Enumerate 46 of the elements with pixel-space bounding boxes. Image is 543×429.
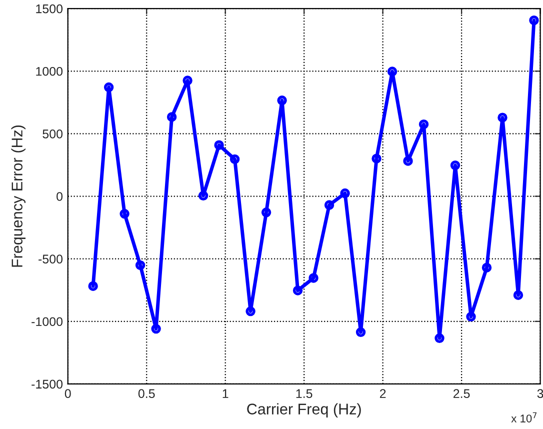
point — [292, 286, 303, 296]
point — [403, 156, 413, 166]
x-tick-label: 3 — [537, 389, 543, 398]
point — [151, 324, 161, 334]
point — [434, 333, 444, 344]
point — [230, 154, 240, 164]
point — [498, 112, 508, 122]
y-tick-label: 1000 — [36, 66, 63, 76]
point — [104, 82, 114, 92]
y-tick-label: -1000 — [32, 317, 63, 326]
point — [214, 140, 224, 150]
x-tick-label: 1 — [222, 389, 228, 398]
point — [372, 154, 382, 164]
x-tick-label: 2.5 — [453, 389, 470, 398]
y-tick-label: -1500 — [32, 380, 63, 389]
x-tick-label: 0.5 — [138, 389, 155, 398]
point — [529, 15, 539, 26]
point — [120, 208, 130, 219]
point — [387, 66, 398, 76]
point — [182, 76, 192, 86]
x-tick-label: 2 — [380, 389, 386, 398]
point — [356, 327, 366, 338]
point — [261, 208, 272, 218]
text: x 10$^{7}$ — [511, 412, 537, 422]
point — [466, 312, 476, 322]
x-tick-label: 0 — [64, 389, 71, 398]
y-tick-label: 500 — [42, 130, 63, 138]
point — [340, 188, 350, 198]
x-tick-label: 1.5 — [296, 389, 312, 398]
point — [450, 160, 460, 170]
point — [246, 306, 256, 316]
point — [135, 260, 146, 270]
point — [166, 112, 177, 122]
point — [324, 200, 334, 210]
y-tick-label: 0 — [56, 192, 63, 201]
y-tick-label: 1500 — [36, 4, 63, 14]
point — [277, 96, 287, 106]
point — [198, 190, 208, 201]
point — [513, 290, 524, 300]
point — [418, 119, 429, 130]
y-axis-title: Frequency Error (Hz) — [11, 125, 26, 267]
point — [88, 281, 98, 291]
point — [482, 262, 492, 272]
x-axis-title: Carrier Freq (Hz) — [247, 403, 361, 418]
point — [308, 273, 318, 283]
y-tick-label: -500 — [38, 254, 63, 264]
